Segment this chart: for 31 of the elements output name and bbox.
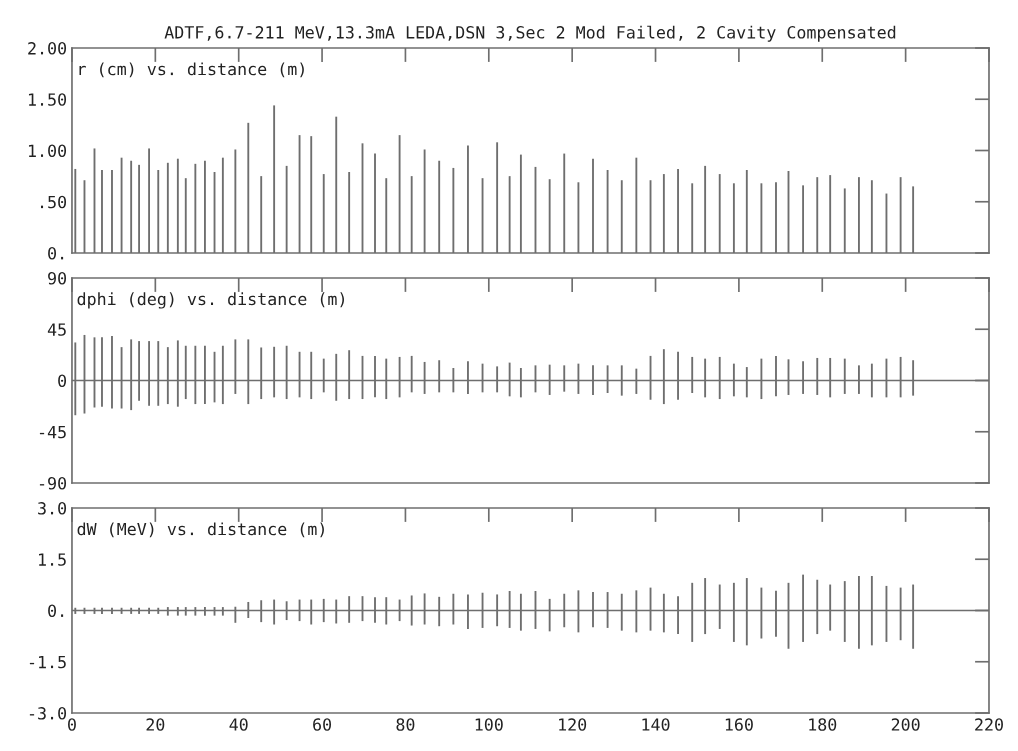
x-tick-label: 200: [891, 718, 920, 731]
x-tick-label: 220: [975, 718, 1003, 731]
y-tick-label: 0.: [48, 604, 64, 618]
y-tick-label: .50: [40, 195, 67, 209]
y-tick-label: -45: [39, 425, 66, 439]
x-tick-label: 160: [725, 718, 753, 731]
y-tick-label: 1.50: [28, 93, 67, 106]
x-tick-label: 120: [559, 718, 587, 731]
x-tick-label: 20: [146, 718, 165, 731]
text: dphi (deg) vs. distance (m): [77, 292, 345, 309]
y-tick-label: 1.00: [28, 144, 67, 158]
y-tick-label: 90: [48, 272, 67, 285]
x-tick-label: 80: [396, 718, 415, 731]
x-tick-label: 0: [68, 718, 76, 731]
y-tick-label: 0.: [48, 247, 64, 260]
y-tick-label: -90: [39, 477, 67, 490]
y-tick-label: -1.5: [29, 655, 66, 669]
y-tick-label: -3.0: [29, 707, 67, 720]
x-tick-label: 140: [642, 718, 670, 731]
y-tick-label: 45: [47, 323, 66, 336]
y-tick-label: 1.5: [39, 553, 66, 566]
y-tick-label: 3.0: [38, 502, 67, 515]
chart-title: ADTF,6.7-211 MeV,13.3mA LEDA,DSN 3,Sec 2 Mod Failed, 2 Cavity Compensated: [164, 25, 896, 42]
x-tick-label: 100: [475, 718, 503, 731]
text: r (cm) vs. distance (m): [79, 62, 304, 78]
x-tick-label: 40: [229, 718, 248, 731]
text: dW (MeV) vs. distance (m): [77, 522, 324, 538]
x-tick-label: 60: [313, 718, 332, 731]
y-tick-label: 2.00: [28, 42, 67, 55]
x-tick-label: 180: [809, 718, 837, 731]
y-tick-label: 0: [58, 374, 67, 388]
